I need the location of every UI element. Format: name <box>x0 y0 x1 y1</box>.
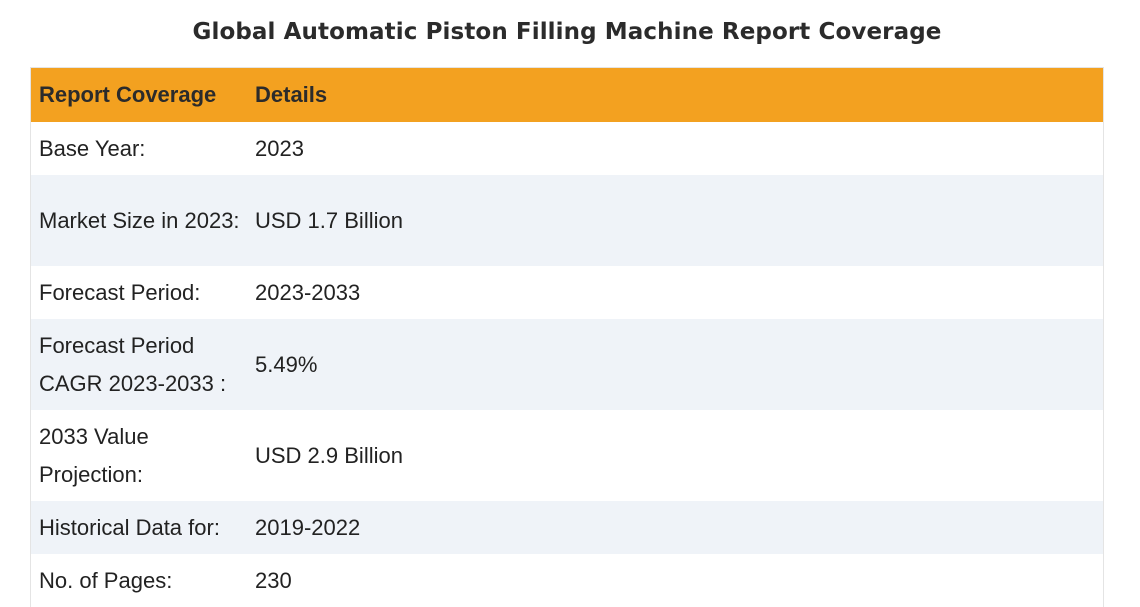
row-value: 2023-2033 <box>255 279 361 305</box>
row-label: 2033 Value Projection: <box>39 423 149 487</box>
row-label: Forecast Period CAGR 2023-2033 : <box>39 332 227 396</box>
report-coverage-table: Report Coverage Details Base Year: 2023 … <box>30 67 1104 607</box>
row-value: 230 <box>255 567 292 593</box>
table-row: Forecast Period CAGR 2023-2033 : 5.49% <box>31 319 1103 410</box>
table-row: Historical Data for: 2019-2022 <box>31 501 1103 554</box>
row-value: USD 2.9 Billion <box>255 442 403 468</box>
table-row: Forecast Period: 2023-2033 <box>31 266 1103 319</box>
table-row: Market Size in 2023: USD 1.7 Billion <box>31 175 1103 266</box>
row-value: 2019-2022 <box>255 514 361 540</box>
row-label: No. of Pages: <box>39 567 173 593</box>
row-label: Base Year: <box>39 135 146 161</box>
row-value: USD 1.7 Billion <box>255 207 403 233</box>
row-value: 2023 <box>255 135 304 161</box>
table-row: No. of Pages: 230 <box>31 554 1103 607</box>
page-title: Global Automatic Piston Filling Machine … <box>192 19 942 45</box>
row-label: Forecast Period: <box>39 279 201 305</box>
table-row: Base Year: 2023 <box>31 122 1103 175</box>
table-row: 2033 Value Projection: USD 2.9 Billion <box>31 410 1103 501</box>
row-label: Market Size in 2023: <box>39 207 240 233</box>
row-value: 5.49% <box>255 351 318 377</box>
header-details: Details <box>255 82 328 107</box>
row-label: Historical Data for: <box>39 514 220 540</box>
header-report-coverage: Report Coverage <box>39 82 217 107</box>
table-header-row: Report Coverage Details <box>31 68 1103 122</box>
